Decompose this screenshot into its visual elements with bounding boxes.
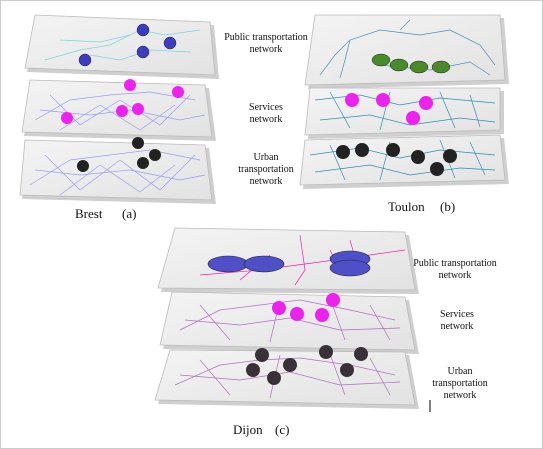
brest-layers xyxy=(20,15,219,204)
layer-label: transportation xyxy=(432,378,488,389)
layer-label: network xyxy=(444,390,477,401)
panel-letter: (c) xyxy=(275,422,289,437)
layer-label: Public transportation xyxy=(224,32,308,43)
figure: Public transportation network Services n… xyxy=(0,0,543,449)
layer-label: network xyxy=(250,176,283,187)
city-name: Brest xyxy=(75,206,103,221)
city-name: Toulon xyxy=(388,199,425,214)
layer-label: network xyxy=(441,321,474,332)
layer-label: network xyxy=(439,270,472,281)
layer-labels-ab: Public transportation network Services n… xyxy=(224,32,308,187)
layer-label: Urban xyxy=(254,152,279,163)
panel-letter: (b) xyxy=(440,199,455,214)
layer-label: transportation xyxy=(238,164,294,175)
layer-label: Services xyxy=(249,102,283,113)
city-name: Dijon xyxy=(233,422,263,437)
dijon-layers xyxy=(155,228,430,412)
panel-letter: (a) xyxy=(122,206,136,221)
layer-label: Urban xyxy=(448,366,473,377)
layer-labels-c: Public transportation network Services n… xyxy=(413,258,497,401)
layer-label: Public transportation xyxy=(413,258,497,269)
layer-label: Services xyxy=(440,309,474,320)
toulon-layers xyxy=(300,15,509,189)
layer-label: network xyxy=(250,114,283,125)
layer-label: network xyxy=(250,44,283,55)
